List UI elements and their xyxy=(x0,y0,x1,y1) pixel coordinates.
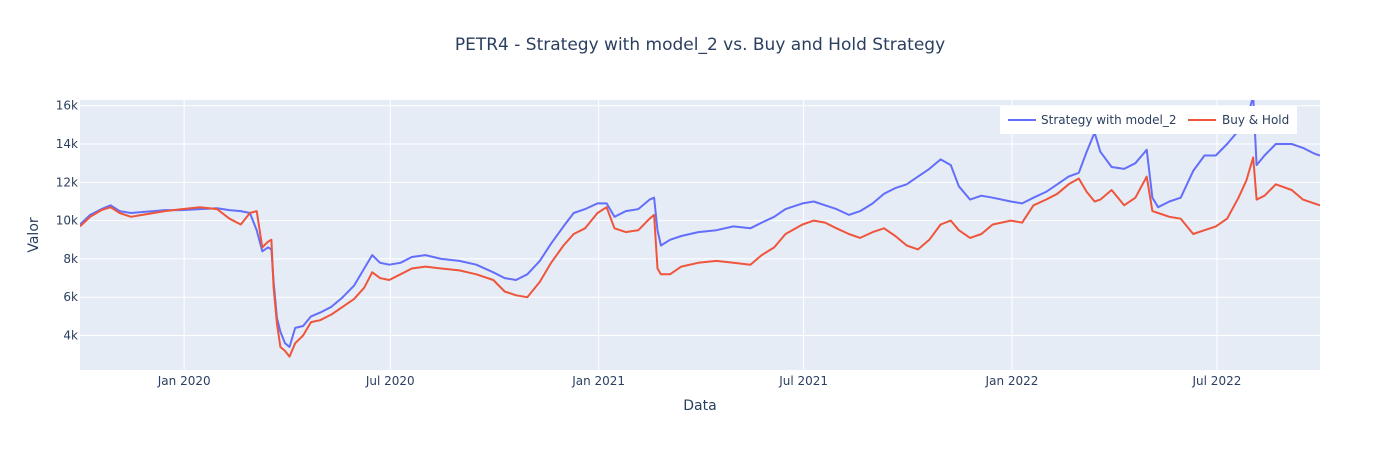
series-lines xyxy=(80,100,1320,358)
legend-box xyxy=(1000,106,1297,134)
x-tick-label: Jan 2020 xyxy=(157,374,211,388)
legend-item-strategy[interactable]: Strategy with model_2 xyxy=(1008,113,1177,127)
series-line-buy-hold xyxy=(80,156,1320,358)
legend-label: Strategy with model_2 xyxy=(1041,113,1177,127)
gridlines xyxy=(80,100,1320,370)
x-axis-ticks: Jan 2020 Jul 2020 Jan 2021 Jul 2021 Jan 2022… xyxy=(157,374,1242,388)
plot-background xyxy=(80,100,1320,370)
x-axis-title: Data xyxy=(683,398,716,414)
x-tick-label: Jul 2020 xyxy=(365,374,415,388)
y-axis-ticks: 4k 6k 8k 10k 12k 14k 16k xyxy=(56,99,78,343)
legend-item-buy-hold[interactable]: Buy & Hold xyxy=(1188,113,1289,127)
x-tick-label: Jan 2021 xyxy=(571,374,625,388)
legend-label: Buy & Hold xyxy=(1222,113,1289,127)
y-tick-label: 14k xyxy=(56,137,78,151)
y-tick-label: 10k xyxy=(56,214,78,228)
y-tick-label: 12k xyxy=(56,175,78,189)
y-tick-label: 16k xyxy=(56,99,78,113)
x-tick-label: Jan 2022 xyxy=(985,374,1039,388)
y-tick-label: 4k xyxy=(63,329,78,343)
y-tick-label: 6k xyxy=(63,290,78,304)
y-tick-label: 8k xyxy=(63,252,78,266)
chart-title: PETR4 - Strategy with model_2 vs. Buy an… xyxy=(455,35,945,55)
y-axis-title: Valor xyxy=(26,217,42,253)
x-tick-label: Jul 2021 xyxy=(778,374,828,388)
x-tick-label: Jul 2022 xyxy=(1192,374,1242,388)
legend[interactable]: Strategy with model_2 Buy & Hold xyxy=(1000,106,1297,134)
